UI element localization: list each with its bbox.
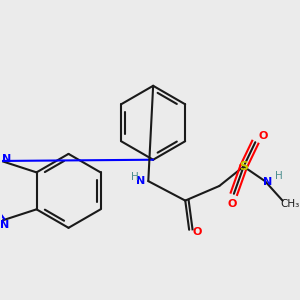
Text: O: O (258, 131, 268, 141)
Text: N: N (2, 154, 11, 164)
Text: N: N (136, 176, 145, 186)
Text: N: N (0, 220, 9, 230)
Text: H: H (275, 171, 283, 181)
Text: O: O (227, 199, 237, 208)
Text: O: O (192, 227, 202, 237)
Text: N: N (263, 177, 273, 187)
Text: CH₃: CH₃ (281, 200, 300, 209)
Text: S: S (239, 160, 248, 173)
Text: H: H (131, 172, 139, 182)
